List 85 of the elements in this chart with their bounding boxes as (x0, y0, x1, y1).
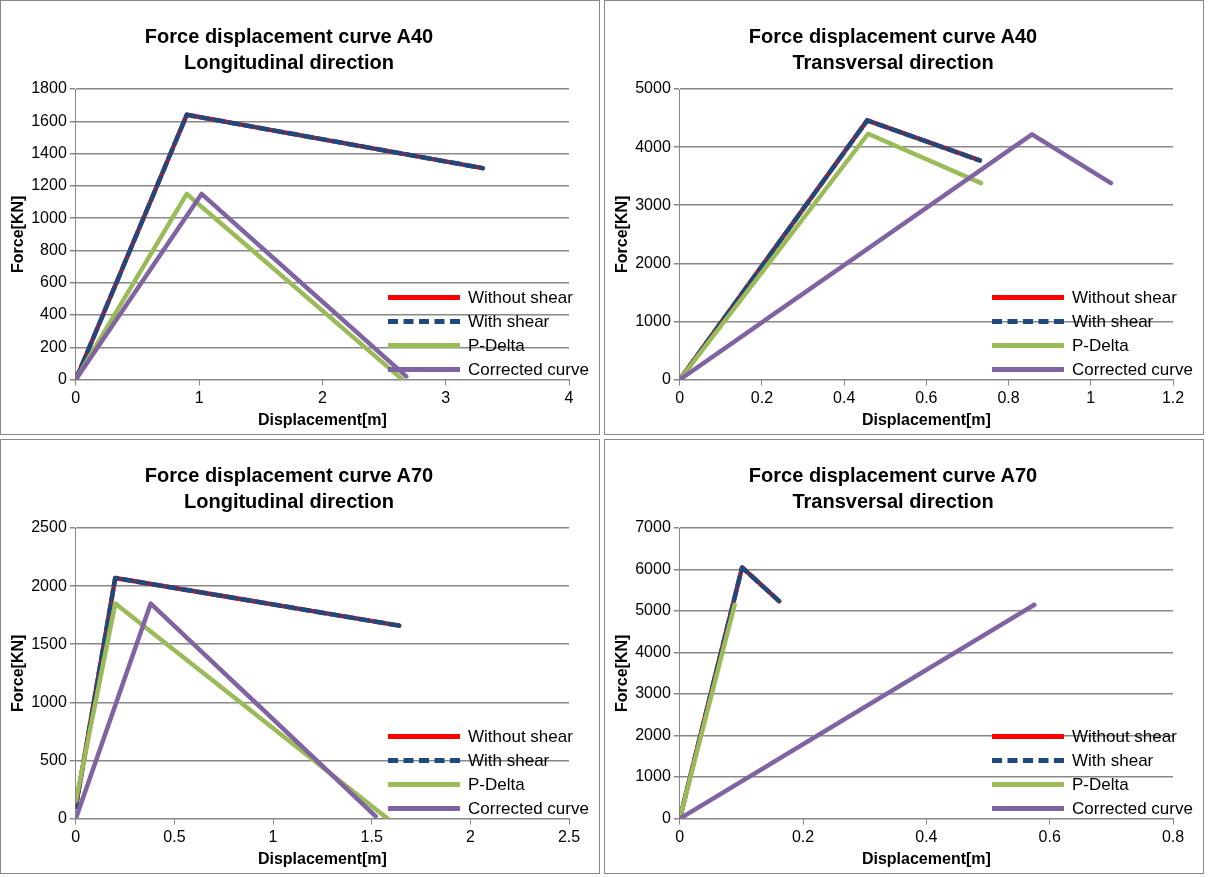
y-axis-title: Force[KN] (9, 634, 27, 712)
x-axis-title: Displacement[m] (861, 849, 991, 867)
legend-label: P-Delta (1072, 335, 1129, 356)
legend-label: Without shear (1072, 726, 1177, 747)
chart-title: Force displacement curve A40 (748, 24, 1038, 47)
y-tick-label: 1000 (31, 692, 67, 710)
y-tick-label: 2000 (635, 725, 671, 743)
y-tick-label: 1500 (31, 634, 67, 652)
chart-title: Force displacement curve A40 (144, 24, 434, 47)
chart-subtitle: Transversal direction (792, 489, 994, 512)
x-tick-label: 0.6 (915, 388, 938, 406)
y-tick-label: 500 (40, 750, 67, 768)
y-tick-label: 800 (40, 240, 67, 258)
y-tick-label: 0 (661, 370, 671, 388)
x-tick-label: 0 (71, 827, 81, 845)
chart-subtitle: Longitudinal direction (184, 489, 394, 512)
x-tick-label: 4 (564, 388, 574, 406)
x-tick-label: 0.2 (750, 388, 774, 406)
y-tick-label: 2000 (31, 576, 67, 594)
y-tick-label: 0 (661, 809, 671, 827)
x-tick-label: 1 (194, 388, 204, 406)
x-axis-title: Displacement[m] (257, 410, 387, 428)
x-tick-label: 0.5 (163, 827, 186, 845)
y-axis-title: Force[KN] (613, 634, 631, 712)
y-tick-label: 1000 (635, 311, 671, 329)
legend-label: Corrected curve (468, 359, 589, 380)
y-tick-label: 3000 (635, 195, 671, 213)
y-tick-label: 600 (40, 273, 67, 291)
chart-subtitle: Longitudinal direction (184, 50, 394, 73)
x-tick-label: 1.5 (360, 827, 383, 845)
y-tick-label: 3000 (635, 684, 671, 702)
legend-label: P-Delta (1072, 774, 1129, 795)
x-tick-label: 2 (465, 827, 475, 845)
x-tick-label: 0.2 (791, 827, 815, 845)
y-tick-label: 1200 (31, 176, 67, 194)
y-tick-label: 4000 (635, 642, 671, 660)
y-tick-label: 0 (57, 809, 67, 827)
y-tick-label: 1800 (31, 79, 67, 97)
x-tick-label: 0.8 (1161, 827, 1185, 845)
legend-label: Corrected curve (1072, 798, 1193, 819)
legend-label: Without shear (468, 726, 573, 747)
y-tick-label: 200 (40, 337, 67, 355)
x-axis-title: Displacement[m] (257, 849, 387, 867)
legend-label: With shear (468, 311, 550, 332)
x-tick-label: 0 (675, 827, 685, 845)
y-tick-label: 6000 (635, 559, 671, 577)
x-tick-label: 0.4 (833, 388, 856, 406)
legend-label: With shear (1072, 750, 1154, 771)
y-tick-label: 7000 (635, 518, 671, 536)
legend-label: P-Delta (468, 335, 525, 356)
x-tick-label: 0.6 (1038, 827, 1061, 845)
x-tick-label: 0 (71, 388, 81, 406)
x-tick-label: 0 (675, 388, 685, 406)
x-tick-label: 0.4 (915, 827, 938, 845)
y-tick-label: 1000 (635, 767, 671, 785)
x-tick-label: 1.2 (1161, 388, 1185, 406)
chart-subtitle: Transversal direction (792, 50, 994, 73)
chart-title: Force displacement curve A70 (748, 463, 1038, 486)
legend-label: With shear (1072, 311, 1154, 332)
legend-label: With shear (468, 750, 550, 771)
y-tick-label: 1600 (31, 111, 67, 129)
x-tick-label: 0.8 (997, 388, 1020, 406)
y-tick-label: 2500 (31, 518, 67, 536)
x-tick-label: 1 (1086, 388, 1096, 406)
y-tick-label: 1000 (31, 208, 67, 226)
y-tick-label: 400 (40, 305, 67, 323)
x-axis-title: Displacement[m] (861, 410, 991, 428)
x-tick-label: 3 (441, 388, 451, 406)
y-tick-label: 0 (57, 370, 67, 388)
legend-label: Without shear (1072, 287, 1177, 308)
y-tick-label: 5000 (635, 79, 671, 97)
y-tick-label: 5000 (635, 601, 671, 619)
legend-label: P-Delta (468, 774, 525, 795)
x-tick-label: 2.5 (557, 827, 581, 845)
legend-label: Corrected curve (1072, 359, 1193, 380)
x-tick-label: 1 (268, 827, 278, 845)
y-tick-label: 4000 (635, 137, 671, 155)
y-axis-title: Force[KN] (9, 195, 27, 273)
chart-title: Force displacement curve A70 (144, 463, 434, 486)
y-tick-label: 2000 (635, 253, 671, 271)
y-axis-title: Force[KN] (613, 195, 631, 273)
legend-label: Corrected curve (468, 798, 589, 819)
x-tick-label: 2 (317, 388, 327, 406)
y-tick-label: 1400 (31, 143, 67, 161)
legend-label: Without shear (468, 287, 573, 308)
